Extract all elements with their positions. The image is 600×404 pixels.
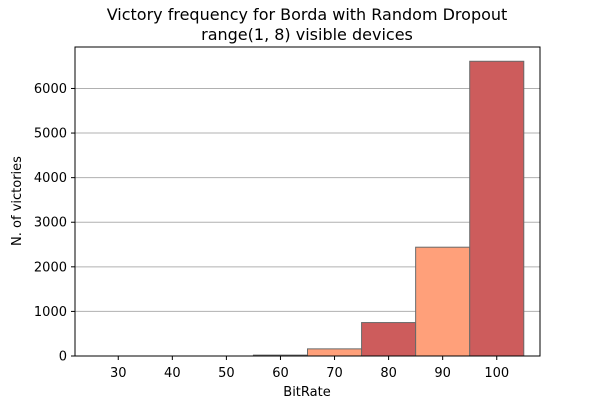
y-axis-label: N. of victories — [10, 156, 25, 246]
x-axis-label: BitRate — [283, 385, 330, 400]
x-tick-label: 30 — [110, 366, 127, 381]
x-tick-label: 50 — [218, 366, 235, 381]
bar-70 — [307, 348, 363, 357]
plot-area-frame — [74, 46, 541, 357]
x-tick-label: 70 — [326, 366, 343, 381]
bars — [252, 60, 525, 357]
y-tick-label: 5000 — [34, 127, 67, 142]
bar-80 — [361, 322, 417, 357]
bar-90 — [415, 246, 471, 357]
y-tick-label: 3000 — [34, 216, 67, 231]
chart-title-line-1: Victory frequency for Borda with Random … — [107, 5, 508, 24]
chart-title-line-2: range(1, 8) visible devices — [201, 25, 413, 44]
x-tick-label: 40 — [164, 366, 181, 381]
y-tick-label: 1000 — [34, 305, 67, 320]
x-tick-label: 60 — [272, 366, 289, 381]
y-tick-label: 0 — [59, 350, 67, 365]
x-tick-label: 100 — [484, 366, 509, 381]
y-tick-label: 6000 — [34, 82, 67, 97]
axis-ticks: 0 1000 2000 3000 4000 5000 6000 30 40 50 60 70 80 90 1… — [34, 82, 509, 381]
x-tick-label: 90 — [434, 366, 451, 381]
x-tick-label: 80 — [380, 366, 397, 381]
bar-100 — [469, 60, 525, 357]
y-tick-label: 2000 — [34, 260, 67, 275]
y-tick-label: 4000 — [34, 171, 67, 186]
